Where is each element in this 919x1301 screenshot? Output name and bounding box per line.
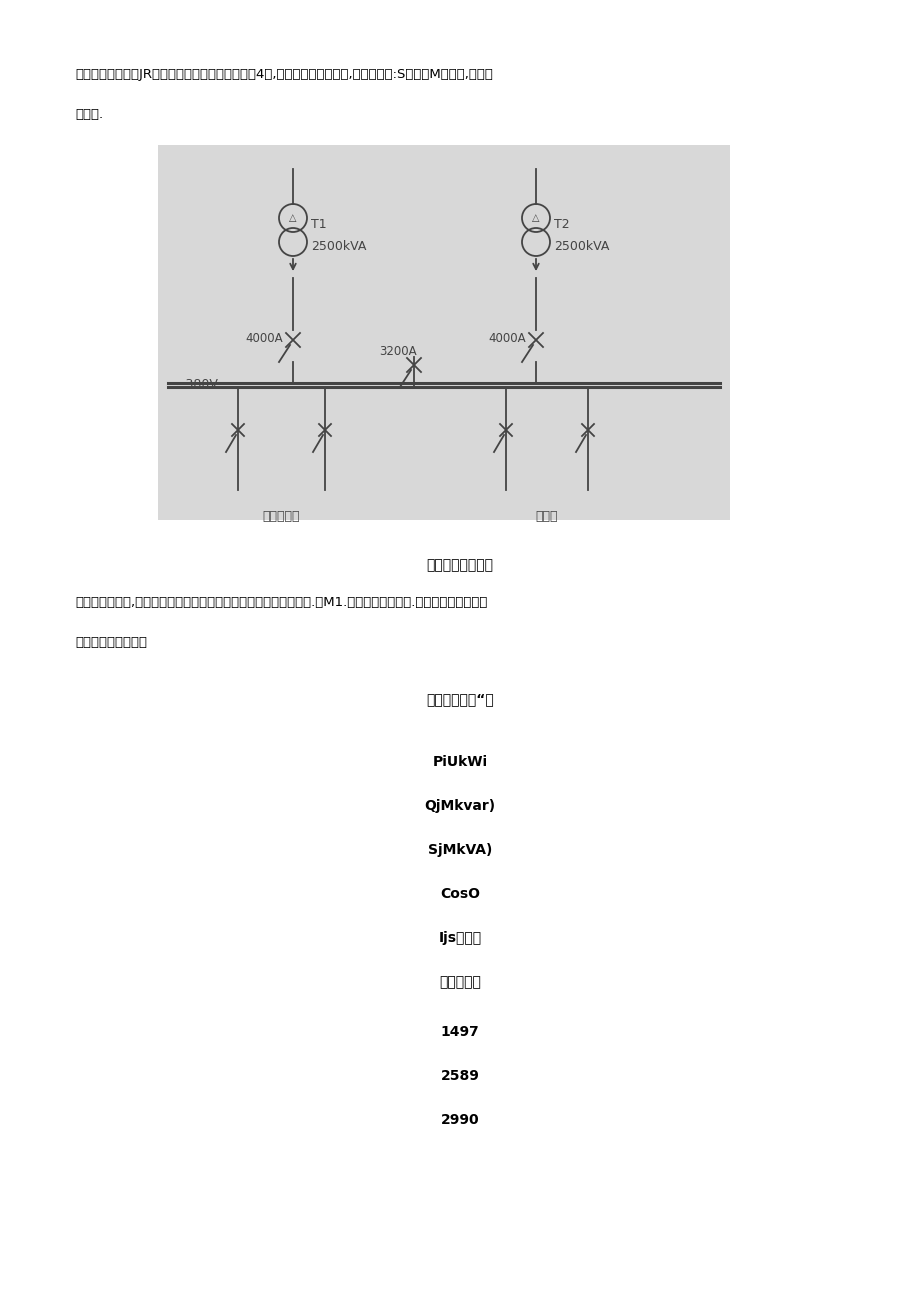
Text: ~380V: ~380V <box>176 377 219 390</box>
Text: △: △ <box>289 213 297 222</box>
Text: 3200A: 3200A <box>379 345 416 358</box>
Text: Ijs（八）: Ijs（八） <box>438 932 481 945</box>
Text: T1: T1 <box>311 217 326 230</box>
Text: 2500kVA: 2500kVA <box>553 239 608 252</box>
Text: 加料跨: 加料跨 <box>535 510 558 523</box>
Text: 二期工程负符“算: 二期工程负符“算 <box>425 692 494 706</box>
Text: QjMkvar): QjMkvar) <box>424 799 495 813</box>
Text: 吊车供用电图图一: 吊车供用电图图一 <box>426 558 493 572</box>
Text: PiUkWi: PiUkWi <box>432 755 487 769</box>
Text: 下图一.: 下图一. <box>75 108 103 121</box>
Text: 送行了计尊：见表二: 送行了计尊：见表二 <box>75 636 147 649</box>
Text: T2: T2 <box>553 217 569 230</box>
Text: 1497: 1497 <box>440 1025 479 1039</box>
Text: 2589: 2589 <box>440 1069 479 1082</box>
Text: 铜水接受跨: 铜水接受跨 <box>263 510 300 523</box>
Text: 新建的二期工程,引起加料为及炳木接收朦吊车台牧和容中增加许多.依M1.等供应的参与货料.我们对吊车供电系统: 新建的二期工程,引起加料为及炳木接收朦吊车台牧和容中增加许多.依M1.等供应的参… <box>75 596 487 609</box>
Text: △: △ <box>532 213 539 222</box>
Text: 2500kVA: 2500kVA <box>311 239 366 252</box>
Text: 4000A: 4000A <box>487 332 525 345</box>
Text: 4000A: 4000A <box>244 332 282 345</box>
Text: 铜木接收湾: 铜木接收湾 <box>438 974 481 989</box>
Text: 2990: 2990 <box>440 1112 479 1127</box>
Text: CosO: CosO <box>439 887 480 902</box>
Text: SjMkVA): SjMkVA) <box>427 843 492 857</box>
Bar <box>158 144 729 520</box>
Text: 山上表负荷计以片JR和负荷性原，考虑别主厂房吊4：,供电变求的距牢柔性,采纳了变压:S相互径M的方案,详细见: 山上表负荷计以片JR和负荷性原，考虑别主厂房吊4：,供电变求的距牢柔性,采纳了变… <box>75 68 493 81</box>
